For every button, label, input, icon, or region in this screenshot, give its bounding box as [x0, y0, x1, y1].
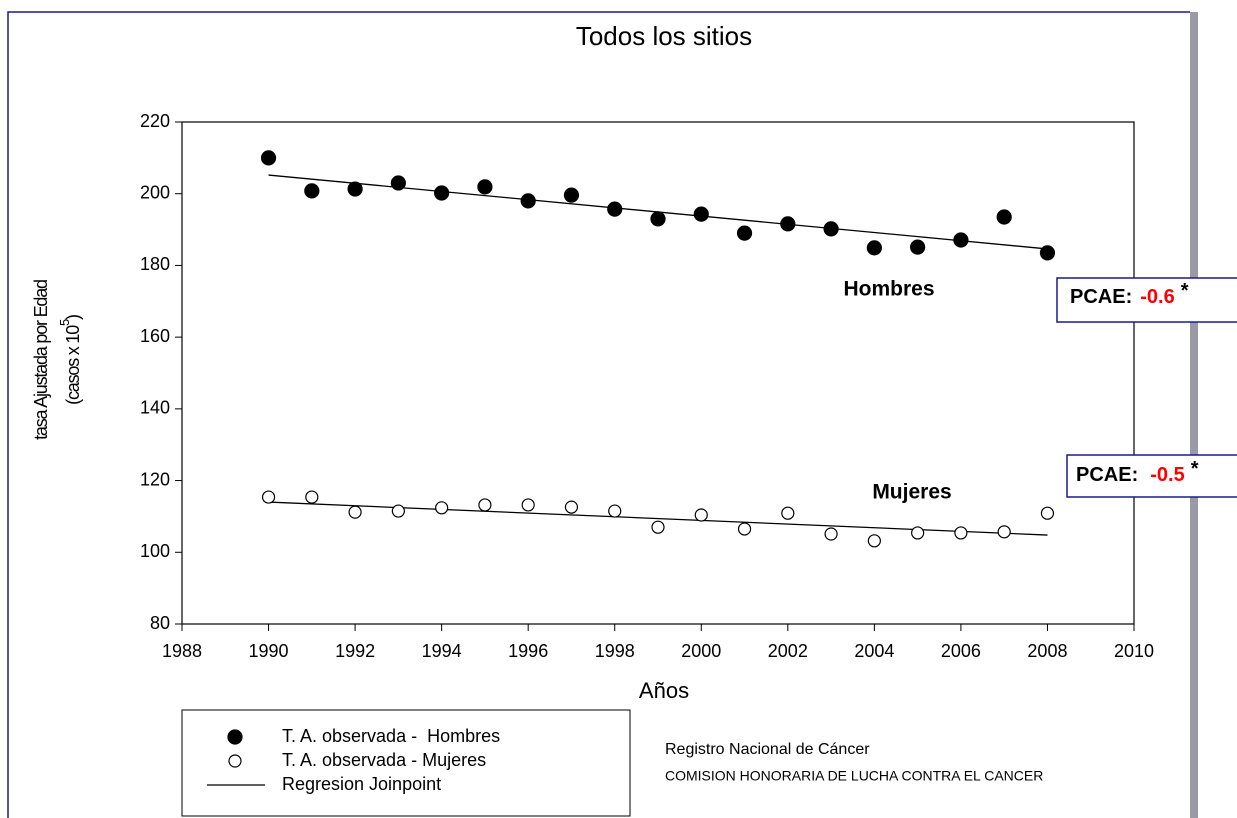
point	[608, 504, 622, 518]
point	[954, 526, 968, 540]
x-tick-label: 2002	[768, 641, 808, 661]
x-tick-label: 1990	[249, 641, 289, 661]
frame	[7, 11, 1190, 818]
y-tick-label: 220	[140, 111, 170, 131]
point	[435, 501, 449, 515]
point	[996, 209, 1012, 225]
legend	[181, 709, 631, 817]
legend-label: T. A. observada - Mujeres	[282, 750, 486, 770]
point	[260, 150, 277, 166]
legend-marker	[227, 729, 243, 745]
point	[434, 185, 450, 201]
source: COMISION HONORARIA DE LUCHA CONTRA EL CA…	[665, 768, 1043, 784]
point	[737, 522, 752, 536]
y-axis-subtitle: (casos x 105)	[57, 315, 82, 405]
point	[693, 206, 709, 222]
point	[348, 505, 362, 519]
legend-label: Regresion Joinpoint	[282, 774, 441, 794]
point	[1039, 245, 1056, 261]
pcae-value: -0.5	[1150, 464, 1184, 486]
y-tick-label: 180	[140, 254, 170, 274]
y-unit: (casos x 10	[63, 325, 83, 405]
point	[478, 498, 492, 512]
x-tick-label: 2010	[1114, 641, 1154, 661]
x-tick-label: 1998	[595, 641, 635, 661]
point	[521, 498, 535, 512]
x-tick-label: 1994	[422, 641, 462, 661]
legend-marker	[228, 754, 242, 768]
point	[651, 520, 665, 534]
x-tick-label: 1992	[335, 641, 375, 661]
y-tick-label: 80	[150, 613, 170, 633]
point	[1040, 506, 1055, 520]
pcae-text: PCAE: -0.5 *	[1076, 458, 1199, 486]
point	[911, 526, 925, 540]
annotation: Mujeres	[872, 481, 951, 504]
legend-label: T. A. observada - Hombres	[282, 726, 500, 746]
point	[564, 500, 579, 514]
pcae-mark: *	[1181, 280, 1189, 302]
point	[953, 232, 969, 248]
point	[823, 221, 839, 237]
x-tick-label: 2008	[1027, 641, 1067, 661]
pcae-box	[1066, 454, 1237, 498]
point	[607, 201, 623, 217]
x-axis-title: Años	[639, 678, 689, 703]
point	[781, 506, 795, 520]
point	[304, 183, 320, 199]
pcae-text: PCAE: -0.6 *	[1070, 280, 1189, 308]
point	[867, 534, 881, 548]
x-tick-label: 2000	[681, 641, 721, 661]
x-tick-label: 1996	[508, 641, 548, 661]
point	[910, 239, 926, 255]
point	[694, 508, 708, 522]
point	[347, 181, 363, 197]
x-tick-label: 2004	[854, 641, 894, 661]
pcae-box	[1056, 277, 1237, 323]
point	[997, 525, 1011, 539]
plot-area	[181, 121, 1135, 625]
y-unit-end: )	[63, 315, 83, 320]
y-tick-label: 100	[140, 541, 170, 561]
pcae-value: -0.6	[1140, 286, 1174, 308]
point	[305, 490, 319, 504]
pcae-label: PCAE:	[1076, 464, 1138, 486]
x-tick-label: 1988	[162, 641, 202, 661]
point	[477, 179, 493, 195]
side-bar	[1190, 12, 1198, 818]
chart-title: Todos los sitios	[576, 21, 752, 51]
y-tick-label: 200	[140, 182, 170, 202]
point	[866, 240, 882, 256]
x-tick-label: 2006	[941, 641, 981, 661]
point	[390, 175, 406, 191]
pcae-label: PCAE:	[1070, 286, 1132, 308]
point	[563, 187, 580, 203]
annotation: Hombres	[843, 278, 934, 301]
source: Registro Nacional de Cáncer	[665, 741, 870, 758]
y-tick-label: 160	[140, 326, 170, 346]
point	[736, 225, 753, 241]
pcae-mark: *	[1191, 458, 1199, 480]
point	[824, 527, 838, 541]
point	[780, 216, 796, 232]
point	[391, 504, 405, 518]
y-tick-label: 140	[140, 398, 170, 418]
point	[650, 211, 666, 227]
point	[261, 490, 276, 504]
point	[520, 193, 536, 209]
y-axis-title: tasa Ajustada por Edad	[31, 280, 51, 440]
y-tick-label: 120	[140, 469, 170, 489]
y-unit-exp: 5	[57, 319, 72, 326]
